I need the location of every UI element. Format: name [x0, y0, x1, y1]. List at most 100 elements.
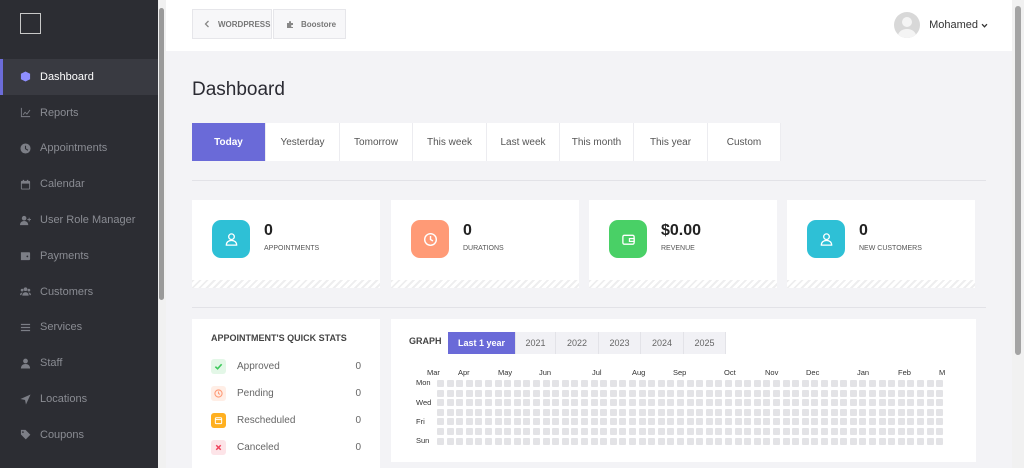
heatmap-cell[interactable]	[753, 380, 761, 387]
heatmap-cell[interactable]	[869, 380, 876, 387]
heatmap-cell[interactable]	[581, 380, 588, 387]
heatmap-cell[interactable]	[686, 428, 694, 435]
heatmap-cell[interactable]	[753, 437, 761, 445]
heatmap-cell[interactable]	[878, 418, 886, 426]
heatmap-cell[interactable]	[465, 408, 473, 416]
heatmap-cell[interactable]	[744, 428, 752, 435]
heatmap-cell[interactable]	[475, 380, 483, 387]
heatmap-cell[interactable]	[763, 389, 771, 397]
heatmap-cell[interactable]	[667, 408, 675, 416]
heatmap-cell[interactable]	[792, 399, 800, 407]
sidebar-item-coupons[interactable]: Coupons	[0, 417, 158, 453]
heatmap-cell[interactable]	[600, 389, 608, 397]
heatmap-cell[interactable]	[600, 380, 608, 387]
heatmap-cell[interactable]	[936, 408, 944, 416]
heatmap-cell[interactable]	[773, 418, 780, 426]
heatmap-cell[interactable]	[907, 389, 915, 397]
heatmap-cell[interactable]	[542, 380, 550, 387]
heatmap-cell[interactable]	[667, 399, 675, 407]
heatmap-cell[interactable]	[917, 437, 924, 445]
heatmap-cell[interactable]	[917, 399, 924, 407]
heatmap-cell[interactable]	[542, 418, 550, 426]
heatmap-cell[interactable]	[533, 418, 540, 426]
heatmap-cell[interactable]	[696, 428, 704, 435]
tab-this-year[interactable]: This year	[634, 123, 708, 161]
heatmap-cell[interactable]	[677, 408, 684, 416]
heatmap-cell[interactable]	[830, 428, 838, 435]
heatmap-cell[interactable]	[677, 428, 684, 435]
heatmap-cell[interactable]	[446, 389, 454, 397]
heatmap-cell[interactable]	[571, 389, 579, 397]
heatmap-cell[interactable]	[523, 380, 531, 387]
heatmap-cell[interactable]	[753, 408, 761, 416]
heatmap-cell[interactable]	[485, 428, 492, 435]
heatmap-cell[interactable]	[437, 399, 444, 407]
heatmap-cell[interactable]	[485, 380, 492, 387]
heatmap-cell[interactable]	[581, 418, 588, 426]
heatmap-cell[interactable]	[629, 389, 636, 397]
heatmap-cell[interactable]	[571, 408, 579, 416]
heatmap-cell[interactable]	[811, 437, 819, 445]
heatmap-cell[interactable]	[917, 389, 924, 397]
heatmap-cell[interactable]	[504, 399, 512, 407]
heatmap-cell[interactable]	[533, 437, 540, 445]
heatmap-cell[interactable]	[821, 428, 828, 435]
heatmap-cell[interactable]	[705, 408, 713, 416]
heatmap-cell[interactable]	[907, 418, 915, 426]
heatmap-cell[interactable]	[821, 380, 828, 387]
heatmap-cell[interactable]	[504, 380, 512, 387]
heatmap-cell[interactable]	[657, 389, 665, 397]
heatmap-cell[interactable]	[590, 437, 598, 445]
heatmap-cell[interactable]	[581, 389, 588, 397]
heatmap-cell[interactable]	[725, 428, 732, 435]
heatmap-cell[interactable]	[801, 380, 809, 387]
heatmap-cell[interactable]	[734, 408, 742, 416]
heatmap-cell[interactable]	[638, 437, 646, 445]
heatmap-cell[interactable]	[849, 418, 857, 426]
graph-tab-2025[interactable]: 2025	[684, 332, 726, 354]
heatmap-cell[interactable]	[504, 428, 512, 435]
sidebar-item-services[interactable]: Services	[0, 310, 158, 346]
heatmap-cell[interactable]	[600, 399, 608, 407]
heatmap-cell[interactable]	[686, 399, 694, 407]
heatmap-cell[interactable]	[590, 389, 598, 397]
heatmap-cell[interactable]	[917, 428, 924, 435]
heatmap-cell[interactable]	[561, 408, 569, 416]
heatmap-cell[interactable]	[773, 389, 780, 397]
heatmap-cell[interactable]	[878, 428, 886, 435]
heatmap-cell[interactable]	[878, 437, 886, 445]
heatmap-cell[interactable]	[590, 408, 598, 416]
heatmap-cell[interactable]	[686, 389, 694, 397]
heatmap-cell[interactable]	[725, 408, 732, 416]
heatmap-cell[interactable]	[821, 437, 828, 445]
heatmap-cell[interactable]	[696, 389, 704, 397]
heatmap-cell[interactable]	[657, 437, 665, 445]
heatmap-cell[interactable]	[830, 418, 838, 426]
heatmap-cell[interactable]	[849, 437, 857, 445]
heatmap-cell[interactable]	[571, 418, 579, 426]
heatmap-cell[interactable]	[465, 389, 473, 397]
heatmap-cell[interactable]	[926, 418, 934, 426]
heatmap-cell[interactable]	[792, 418, 800, 426]
heatmap-cell[interactable]	[552, 380, 560, 387]
heatmap-cell[interactable]	[907, 428, 915, 435]
heatmap-cell[interactable]	[821, 408, 828, 416]
heatmap-cell[interactable]	[475, 437, 483, 445]
heatmap-cell[interactable]	[715, 437, 723, 445]
heatmap-cell[interactable]	[475, 428, 483, 435]
heatmap-cell[interactable]	[542, 408, 550, 416]
heatmap-cell[interactable]	[734, 418, 742, 426]
heatmap-cell[interactable]	[523, 437, 531, 445]
heatmap-cell[interactable]	[725, 389, 732, 397]
heatmap-cell[interactable]	[513, 399, 521, 407]
heatmap-cell[interactable]	[590, 428, 598, 435]
heatmap-cell[interactable]	[792, 437, 800, 445]
heatmap-cell[interactable]	[686, 408, 694, 416]
heatmap-cell[interactable]	[475, 418, 483, 426]
heatmap-cell[interactable]	[821, 389, 828, 397]
heatmap-cell[interactable]	[600, 418, 608, 426]
heatmap-cell[interactable]	[494, 380, 502, 387]
heatmap-cell[interactable]	[686, 380, 694, 387]
heatmap-cell[interactable]	[926, 389, 934, 397]
heatmap-cell[interactable]	[494, 428, 502, 435]
